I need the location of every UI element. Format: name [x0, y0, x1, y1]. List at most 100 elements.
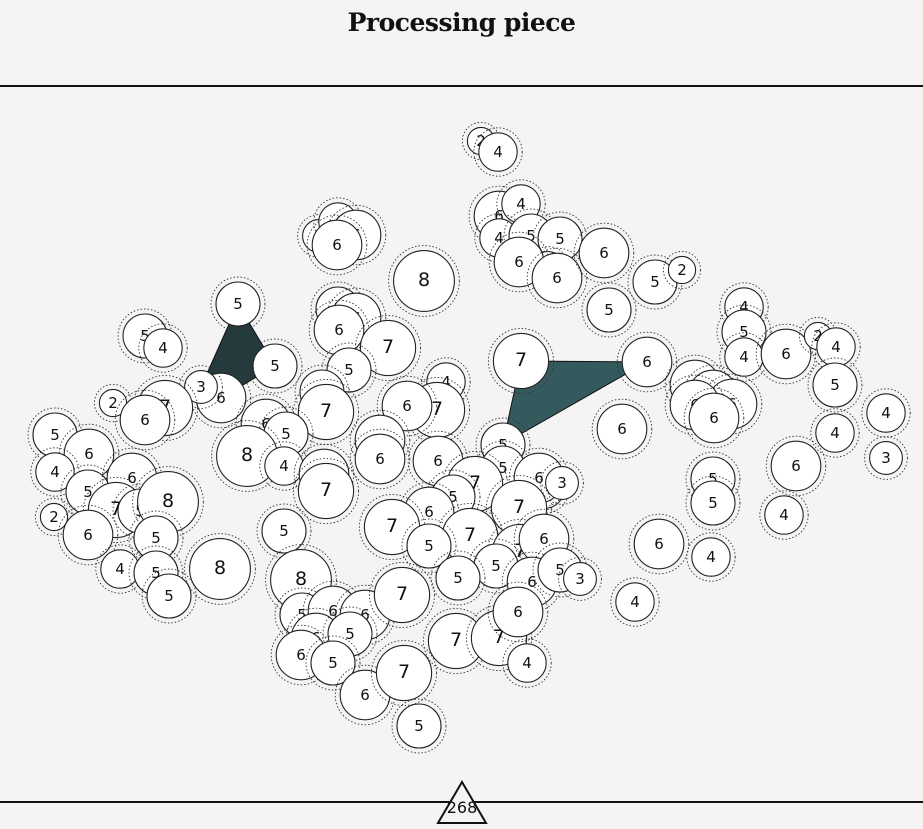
piece-7[interactable]: 7 [422, 607, 490, 675]
piece-halo [354, 314, 422, 382]
piece-value: 6 [360, 606, 370, 624]
piece-4[interactable]: 4 [810, 408, 860, 458]
piece-halo [719, 282, 769, 332]
piece-8[interactable]: 8 [388, 245, 460, 317]
piece-6[interactable]: 6 [114, 389, 176, 451]
piece-7[interactable]: 7 [292, 378, 360, 446]
piece-value: 3 [196, 378, 206, 396]
piece-value: 2 [49, 508, 59, 526]
piece-circle [261, 508, 307, 554]
piece-4[interactable]: 4 [759, 490, 809, 540]
piece-halo [465, 604, 533, 672]
piece-3[interactable]: 3 [864, 436, 908, 480]
piece-7[interactable]: 7 [368, 561, 436, 629]
piece-value: 4 [630, 593, 640, 611]
piece-halo [421, 357, 471, 407]
piece-5[interactable]: 5 [430, 550, 486, 606]
piece-circle [478, 132, 518, 172]
piece-value: 5 [650, 273, 660, 291]
piece-halo [141, 568, 197, 624]
piece-value: 4 [706, 548, 716, 566]
piece-circle [35, 452, 75, 492]
piece-halo [683, 387, 745, 449]
piece-circle [760, 328, 812, 380]
piece-4[interactable]: 4 [502, 638, 552, 688]
piece-4[interactable]: 4 [686, 532, 736, 582]
piece-6[interactable]: 6 [765, 435, 827, 497]
piece-circle [252, 343, 298, 389]
piece-value: 5 [453, 569, 463, 587]
piece-value: 7 [386, 515, 398, 537]
piece-value: 5 [498, 459, 508, 477]
piece-value: 6 [527, 573, 537, 591]
piece-3[interactable]: 3 [540, 461, 584, 505]
piece-halo [473, 127, 523, 177]
piece-circle [667, 255, 697, 285]
piece-value: 7 [320, 479, 332, 501]
piece-halo [57, 504, 119, 566]
piece-circle [184, 370, 218, 404]
piece-halo [581, 282, 637, 338]
piece-value: 5 [164, 587, 174, 605]
piece-3[interactable]: 3 [558, 557, 602, 601]
piece-6[interactable]: 6 [683, 387, 745, 449]
piece-6[interactable]: 6 [376, 375, 438, 437]
piece-halo [292, 457, 360, 525]
piece-halo [540, 461, 584, 505]
piece-value: 4 [831, 338, 841, 356]
piece-value: 6 [552, 269, 562, 287]
piece-2[interactable]: 2 [662, 250, 702, 290]
piece-7[interactable]: 7 [292, 457, 360, 525]
piece-value: 5 [83, 483, 93, 501]
piece-8[interactable]: 8 [184, 533, 256, 605]
piece-6[interactable]: 6 [57, 504, 119, 566]
piece-value: 5 [739, 323, 749, 341]
piece-4[interactable]: 4 [610, 577, 660, 627]
piece-5[interactable]: 5 [141, 568, 197, 624]
piece-circle [359, 319, 417, 377]
piece-value: 6 [433, 452, 443, 470]
piece-halo [325, 204, 387, 266]
piece-5[interactable]: 5 [401, 518, 457, 574]
piece-value: 7 [382, 336, 394, 358]
piece-value: 4 [830, 424, 840, 442]
piece-halo [190, 367, 252, 429]
piece-5[interactable]: 5 [391, 698, 447, 754]
piece-value: 6 [654, 535, 664, 553]
piece-7[interactable]: 7 [370, 639, 438, 707]
piece-6[interactable]: 6 [755, 323, 817, 385]
piece-5[interactable]: 5 [581, 282, 637, 338]
piece-value: 4 [115, 560, 125, 578]
piece-5[interactable]: 5 [685, 475, 741, 531]
piece-circle [764, 495, 804, 535]
piece-halo [247, 338, 303, 394]
piece-5[interactable]: 5 [807, 357, 863, 413]
piece-halo [864, 436, 908, 480]
piece-4[interactable]: 4 [861, 388, 911, 438]
piece-7[interactable]: 7 [354, 314, 422, 382]
piece-7[interactable]: 7 [487, 327, 555, 395]
piece-halo [628, 513, 690, 575]
piece-value: 6 [424, 503, 434, 521]
piece-5[interactable]: 5 [247, 338, 303, 394]
piece-4[interactable]: 4 [473, 127, 523, 177]
piece-6[interactable]: 6 [616, 331, 678, 393]
piece-6[interactable]: 6 [628, 513, 690, 575]
piece-6[interactable]: 6 [306, 214, 368, 276]
piece-6[interactable]: 6 [487, 581, 549, 643]
piece-circle [396, 703, 442, 749]
piece-halo [487, 327, 555, 395]
piece-value: 5 [555, 561, 565, 579]
piece-circle [373, 566, 431, 624]
piece-6[interactable]: 6 [526, 247, 588, 309]
piece-6[interactable]: 6 [573, 222, 635, 284]
piece-6[interactable]: 6 [349, 428, 411, 490]
piece-halo [759, 490, 809, 540]
piece-6[interactable]: 6 [591, 398, 653, 460]
piece-4[interactable]: 4 [138, 323, 188, 373]
piece-value: 4 [516, 195, 526, 213]
piece-value: 6 [514, 253, 524, 271]
piece-5[interactable]: 5 [210, 276, 266, 332]
piece-halo [487, 581, 549, 643]
